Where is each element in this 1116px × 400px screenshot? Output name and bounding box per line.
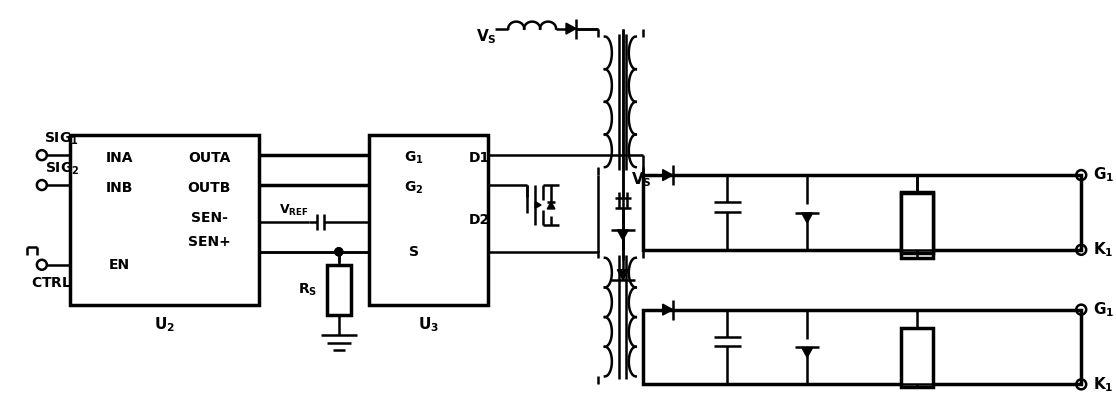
Text: $\mathbf{K_1}$: $\mathbf{K_1}$ — [1094, 240, 1114, 259]
Text: $\mathbf{SIG_2}$: $\mathbf{SIG_2}$ — [45, 161, 79, 177]
Polygon shape — [536, 202, 541, 208]
Bar — [643, 310, 1081, 384]
Polygon shape — [566, 23, 576, 34]
Text: D2: D2 — [469, 213, 490, 227]
Text: $\mathbf{G_1}$: $\mathbf{G_1}$ — [1094, 166, 1115, 184]
Polygon shape — [663, 304, 673, 315]
Text: $\mathbf{G_2}$: $\mathbf{G_2}$ — [404, 180, 423, 196]
Text: S: S — [408, 245, 418, 259]
Text: EN: EN — [109, 258, 131, 272]
Text: $\mathbf{V_{REF}}$: $\mathbf{V_{REF}}$ — [279, 202, 309, 218]
Circle shape — [335, 248, 343, 256]
Text: $\mathbf{K_1}$: $\mathbf{K_1}$ — [1094, 375, 1114, 394]
Text: OUTB: OUTB — [187, 181, 231, 195]
Bar — [70, 135, 259, 305]
Polygon shape — [801, 213, 812, 223]
Bar — [901, 328, 933, 387]
Polygon shape — [617, 270, 628, 280]
Text: SEN-: SEN- — [191, 211, 228, 225]
Bar — [368, 135, 489, 305]
Bar — [327, 265, 350, 315]
Text: $\mathbf{SIG_1}$: $\mathbf{SIG_1}$ — [45, 131, 79, 148]
Text: $\mathbf{U_3}$: $\mathbf{U_3}$ — [418, 315, 439, 334]
Text: $\mathbf{G_1}$: $\mathbf{G_1}$ — [1094, 300, 1115, 319]
Text: $\mathbf{V_S}$: $\mathbf{V_S}$ — [477, 27, 497, 46]
Circle shape — [335, 248, 343, 256]
Polygon shape — [547, 202, 555, 209]
Text: D1: D1 — [469, 151, 490, 165]
Bar — [901, 192, 933, 258]
Text: INA: INA — [106, 151, 133, 165]
Polygon shape — [663, 170, 673, 180]
Text: $\mathbf{V_S}$: $\mathbf{V_S}$ — [631, 171, 652, 190]
Text: $\mathbf{R_S}$: $\mathbf{R_S}$ — [298, 282, 317, 298]
Polygon shape — [617, 230, 628, 240]
Polygon shape — [801, 348, 812, 358]
Text: SEN+: SEN+ — [187, 235, 231, 249]
Text: $\mathbf{G_1}$: $\mathbf{G_1}$ — [404, 150, 423, 166]
Text: OUTA: OUTA — [189, 151, 231, 165]
Bar — [901, 193, 933, 253]
Bar — [643, 175, 1081, 250]
Text: $\mathbf{U_2}$: $\mathbf{U_2}$ — [154, 315, 175, 334]
Text: INB: INB — [106, 181, 133, 195]
Text: $\mathbf{CTRL}$: $\mathbf{CTRL}$ — [31, 276, 73, 290]
